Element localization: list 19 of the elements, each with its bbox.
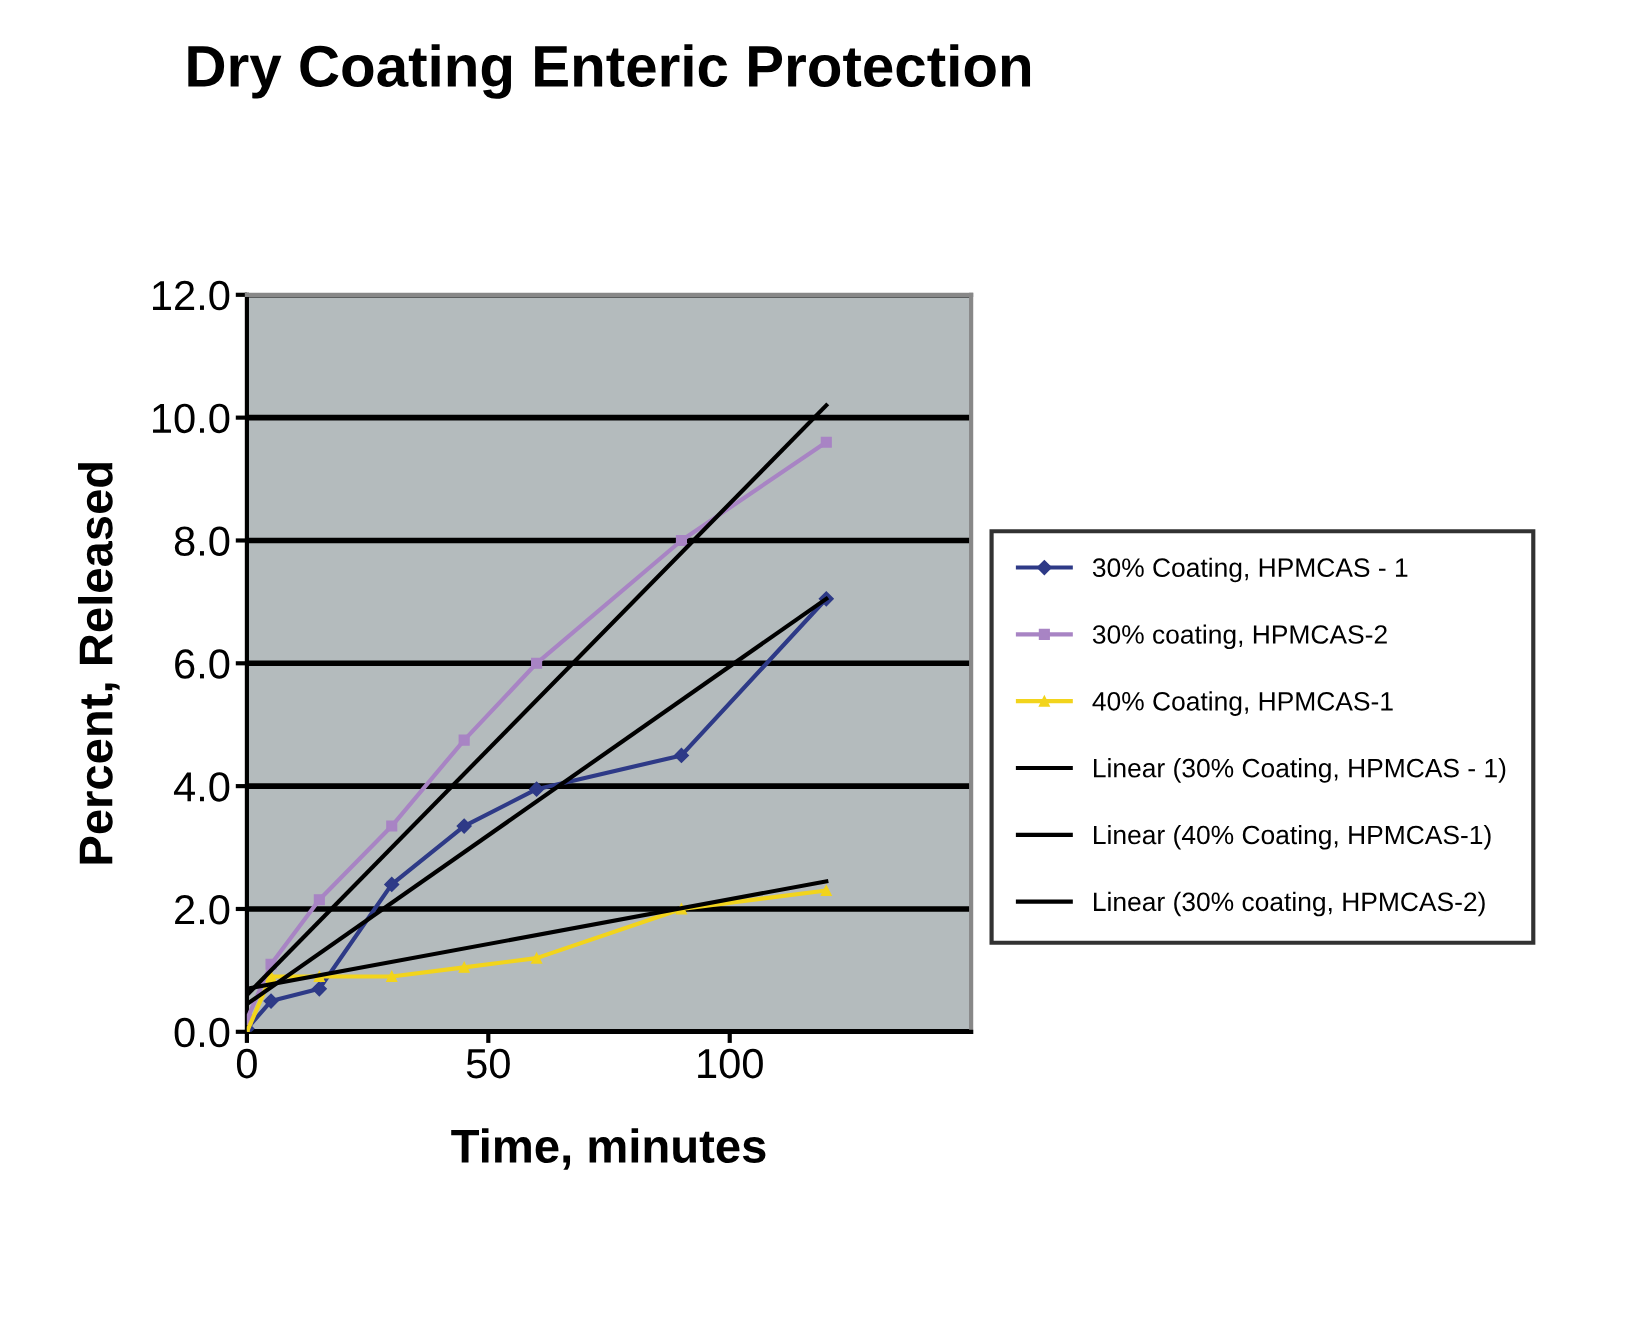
x-tick-label: 50 [466,1048,510,1079]
x-axis-title: Time, minutes [451,1128,766,1170]
y-axis-title: Percent, Released [78,462,120,864]
y-tick-label: 10.0 [153,403,230,434]
y-tick-label: 2.0 [175,894,230,925]
legend-label: 30% coating, HPMCAS-2 [1092,624,1387,650]
legend-label: Linear (40% Coating, HPMCAS-1) [1094,824,1491,850]
y-tick-label: 12.0 [153,280,230,311]
legend-label: Linear (30% coating, HPMCAS-2) [1094,891,1485,917]
legend-label: Linear (30% Coating, HPMCAS - 1) [1094,758,1506,783]
x-tick-label: 100 [698,1048,763,1079]
y-tick-label: 8.0 [174,526,230,556]
legend-label: 30% Coating, HPMCAS - 1 [1092,557,1408,583]
legend-label: 40% Coating, HPMCAS-1 [1092,691,1393,716]
x-tick-label: 0 [236,1048,257,1079]
chart-title: Dry Coating Enteric Protection [188,44,1031,99]
y-tick-label: 6.0 [175,649,230,679]
y-tick-label: 4.0 [173,772,230,802]
y-tick-label: 0.0 [174,1017,230,1048]
